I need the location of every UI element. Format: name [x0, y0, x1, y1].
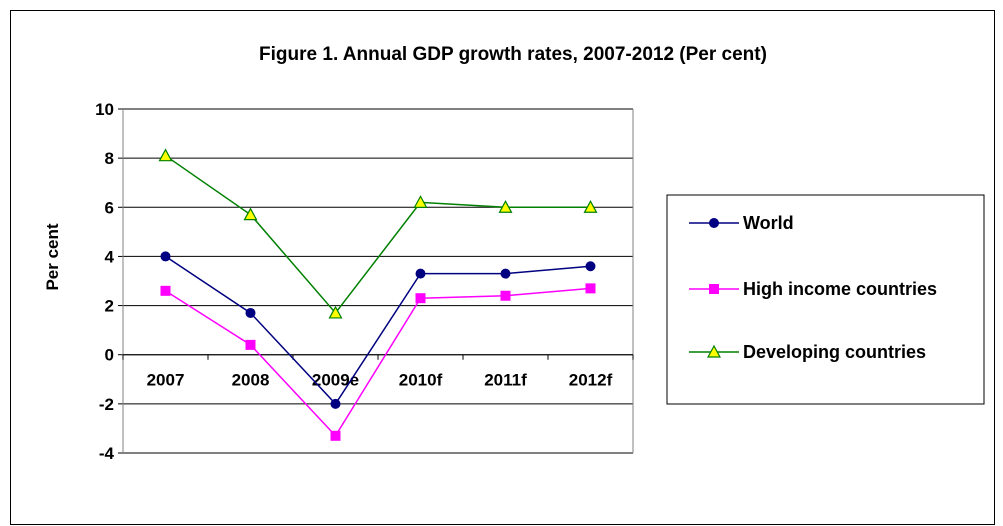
chart-area: Figure 1. Annual GDP growth rates, 2007-…: [10, 10, 995, 525]
chart-title: Figure 1. Annual GDP growth rates, 2007-…: [259, 44, 767, 65]
series-group: [160, 251, 596, 409]
data-point: [330, 398, 341, 409]
series-lines: [158, 148, 598, 441]
legend-marker: [709, 284, 719, 294]
legend-marker: [706, 344, 722, 358]
data-point: [583, 200, 598, 213]
x-tick-label: 2012f: [569, 371, 613, 390]
series-group: [158, 148, 598, 319]
x-tick-label: 2007: [147, 371, 185, 390]
x-tick-label: 2008: [232, 371, 270, 390]
legend: World High income countries Developing cou…: [666, 194, 985, 405]
line-chart: Figure 1. Annual GDP growth rates, 2007-…: [43, 44, 985, 463]
data-point: [328, 305, 343, 319]
legend-label: High income countries: [743, 279, 937, 299]
y-tick-label: -2: [99, 395, 114, 414]
legend-box: [666, 194, 985, 405]
gridlines: [123, 108, 633, 454]
series-line: [165, 255, 591, 406]
data-point: [245, 339, 256, 350]
data-point: [160, 285, 171, 296]
legend-label: World: [743, 213, 794, 233]
y-tick-label: 2: [105, 297, 114, 316]
y-tick-label: 8: [105, 149, 114, 168]
data-point: [330, 430, 341, 441]
y-tick-label: 4: [105, 247, 115, 266]
data-point: [415, 293, 426, 304]
legend-label: Developing countries: [743, 342, 926, 362]
series-line: [165, 155, 591, 315]
data-point: [585, 261, 596, 272]
series-group: [160, 283, 596, 441]
data-point: [160, 251, 171, 262]
y-tick-label: 6: [105, 198, 114, 217]
x-tick-label: 2010f: [399, 371, 443, 390]
data-point: [500, 290, 511, 301]
y-axis-title: Per cent: [43, 223, 62, 290]
data-point: [500, 268, 511, 279]
series-line: [165, 287, 591, 438]
data-point: [585, 283, 596, 294]
data-point: [498, 200, 513, 213]
legend-marker: [709, 218, 719, 228]
y-tick-label: 10: [95, 100, 114, 119]
y-tick-label: -4: [99, 444, 115, 463]
data-point: [415, 268, 426, 279]
x-tick-label: 2011f: [484, 371, 527, 390]
data-point: [243, 207, 258, 221]
data-point: [413, 195, 428, 208]
data-point: [158, 148, 173, 162]
data-point: [245, 307, 256, 318]
y-tick-label: 0: [105, 346, 114, 365]
